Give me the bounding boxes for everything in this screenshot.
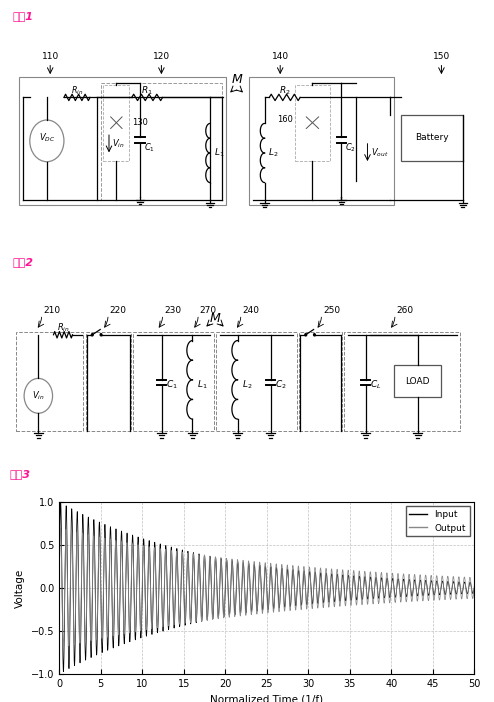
Bar: [299, 332, 342, 431]
Text: 160: 160: [277, 115, 293, 124]
X-axis label: Normalized Time (1/f): Normalized Time (1/f): [210, 694, 323, 702]
Text: M: M: [209, 312, 220, 325]
Text: 240: 240: [242, 306, 259, 315]
Bar: [216, 332, 297, 431]
Output: [77, 634, 83, 642]
Text: $C_L$: $C_L$: [370, 378, 382, 390]
Text: $C_2$: $C_2$: [345, 142, 356, 154]
Bar: [101, 83, 222, 200]
Text: $L_1$: $L_1$: [214, 146, 224, 159]
Output: [56, 571, 62, 580]
Input: [320, 597, 326, 605]
Input: [386, 590, 392, 599]
Text: $V_{DC}$: $V_{DC}$: [39, 132, 55, 144]
Text: $C_1$: $C_1$: [166, 378, 178, 390]
Bar: [249, 77, 394, 204]
Line: Input: Input: [59, 503, 474, 672]
Input: [364, 591, 370, 600]
Bar: [16, 332, 83, 431]
Text: M: M: [231, 73, 242, 86]
Text: 도멳2: 도멳2: [12, 257, 33, 267]
Text: $R_{in}$: $R_{in}$: [71, 85, 83, 98]
Output: [320, 602, 326, 611]
Text: $R_1$: $R_1$: [141, 84, 153, 97]
Text: 120: 120: [153, 53, 170, 62]
Bar: [394, 365, 442, 397]
Text: 도멳1: 도멳1: [12, 11, 33, 21]
Text: 150: 150: [433, 53, 450, 62]
Text: $R_{in}$: $R_{in}$: [57, 322, 69, 334]
Bar: [344, 332, 460, 431]
Input: [60, 668, 66, 676]
Circle shape: [91, 333, 93, 336]
Bar: [401, 114, 463, 161]
Text: $V_{in}$: $V_{in}$: [32, 390, 44, 402]
Input: [58, 498, 64, 507]
Input: [206, 556, 212, 564]
Legend: Input, Output: Input, Output: [406, 506, 470, 536]
Input: [471, 584, 477, 592]
Text: $L_1$: $L_1$: [197, 378, 207, 390]
Text: 도멳3: 도멳3: [10, 470, 31, 479]
Output: [364, 597, 370, 606]
Circle shape: [305, 333, 307, 336]
Text: $V_{in}$: $V_{in}$: [112, 138, 125, 150]
Output: [302, 574, 308, 583]
Text: $L_2$: $L_2$: [242, 378, 252, 390]
Bar: [295, 85, 329, 161]
Text: $C_1$: $C_1$: [144, 142, 155, 154]
Text: $R_2$: $R_2$: [279, 84, 290, 97]
Text: $L_2$: $L_2$: [268, 146, 279, 159]
Text: 230: 230: [164, 306, 181, 315]
Input: [56, 584, 62, 592]
Bar: [86, 332, 131, 431]
Text: 260: 260: [396, 306, 413, 315]
Output: [60, 643, 66, 651]
Circle shape: [100, 333, 102, 336]
Y-axis label: Voltage: Voltage: [15, 569, 25, 607]
Bar: [19, 77, 226, 204]
Output: [471, 582, 477, 590]
Text: 130: 130: [132, 118, 148, 127]
Text: 250: 250: [323, 306, 340, 315]
Line: Output: Output: [59, 528, 474, 647]
Input: [77, 656, 83, 665]
Text: 140: 140: [272, 53, 289, 62]
Bar: [103, 85, 129, 161]
Output: [57, 524, 63, 532]
Text: 110: 110: [41, 53, 59, 62]
Text: 210: 210: [43, 306, 60, 315]
Text: 220: 220: [110, 306, 126, 315]
Output: [386, 596, 392, 604]
Output: [206, 553, 212, 562]
Input: [302, 574, 308, 582]
Text: $C_2$: $C_2$: [276, 378, 287, 390]
Text: Battery: Battery: [415, 133, 449, 143]
Bar: [133, 332, 214, 431]
Circle shape: [314, 333, 315, 336]
Text: LOAD: LOAD: [406, 377, 430, 386]
Text: $V_{out}$: $V_{out}$: [371, 146, 388, 159]
Text: 270: 270: [200, 306, 217, 315]
